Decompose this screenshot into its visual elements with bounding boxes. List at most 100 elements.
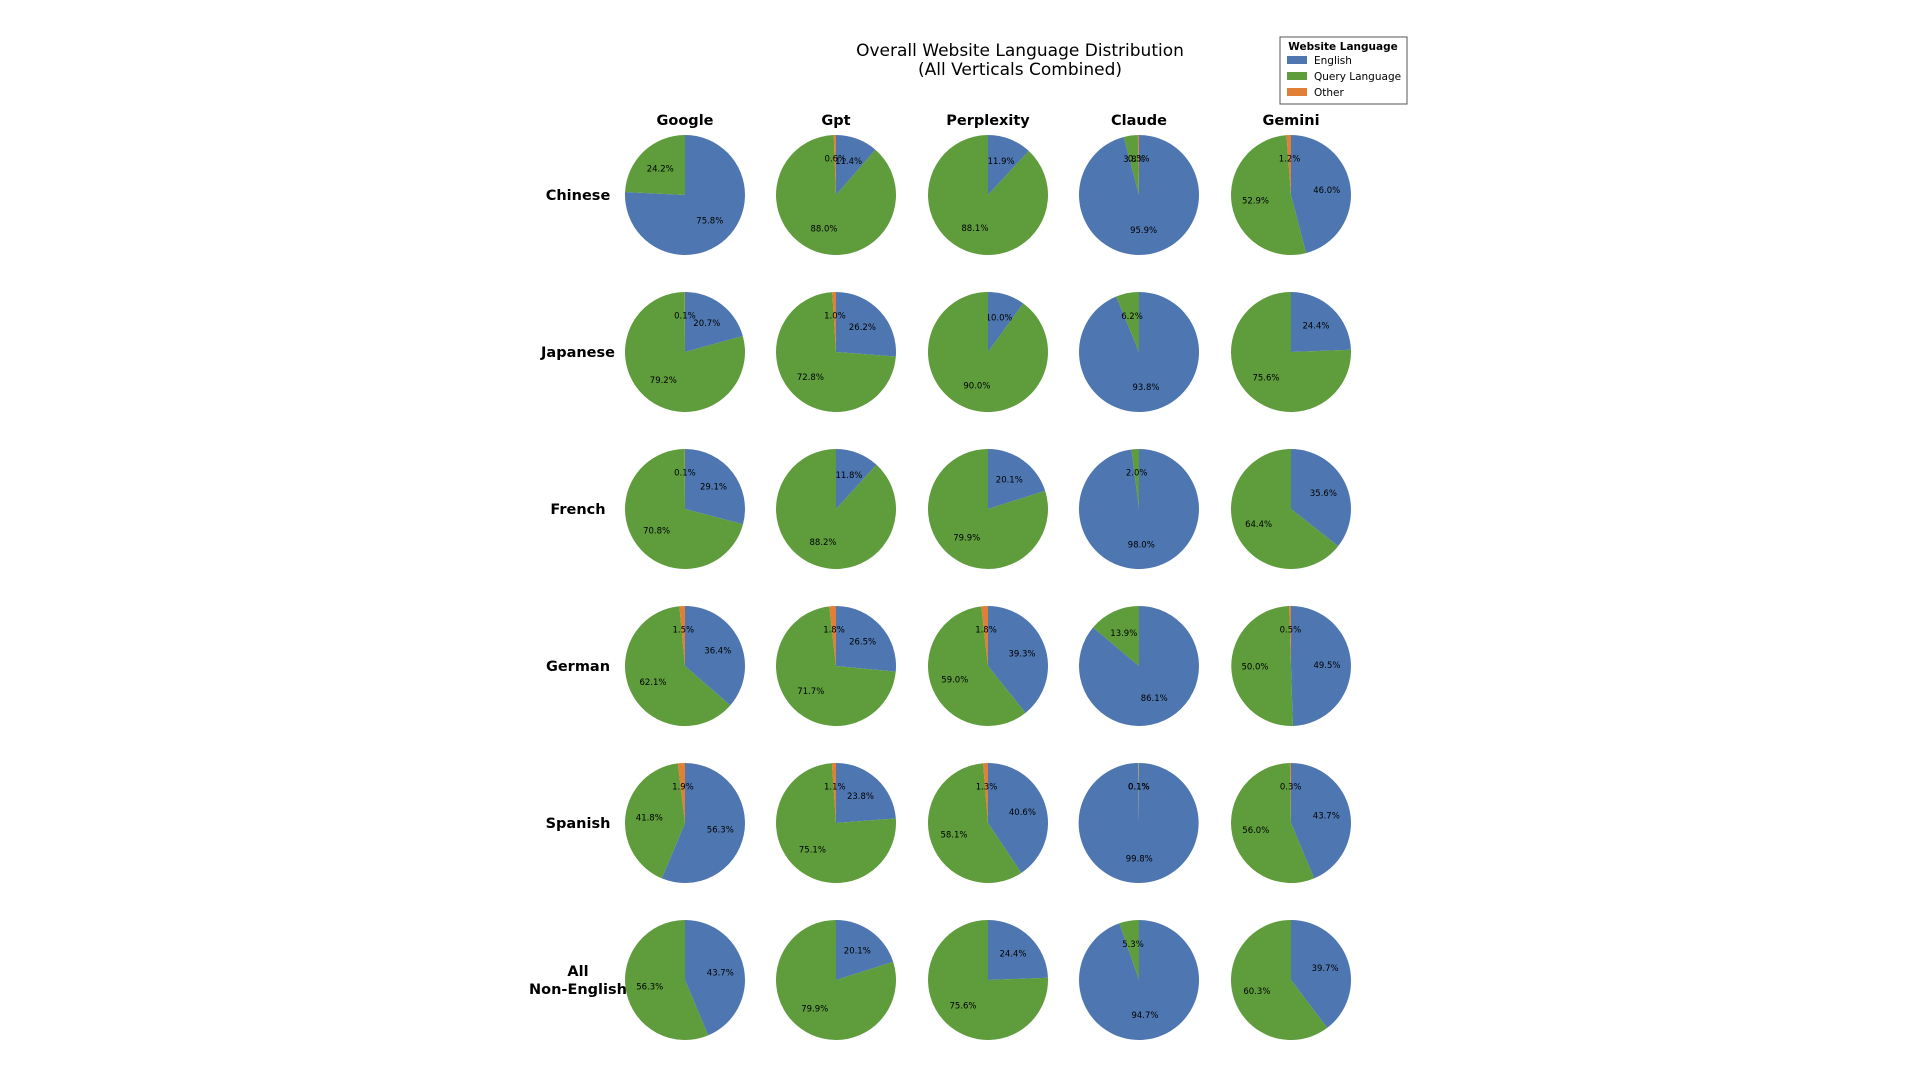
pie-label-french-claude-english: 98.0% — [1128, 540, 1155, 550]
row-label-german: German — [546, 659, 610, 675]
column-label-gemini: Gemini — [1262, 113, 1319, 129]
column-label-perplexity: Perplexity — [946, 113, 1030, 129]
pie-label-spanish-gemini-english: 43.7% — [1313, 811, 1340, 821]
pie-japanese-claude: 93.8% 6.2% — [1079, 292, 1200, 413]
pie-label-chinese-google-english: 75.8% — [696, 217, 723, 227]
pie-label-french-gemini-query-language: 64.4% — [1245, 520, 1272, 530]
pie-spanish-gemini: 43.7% 56.0% 0.3% — [1231, 763, 1352, 883]
row-labels: Chinese Japanese French German Spanish All Non… — [529, 188, 627, 998]
pie-slice-french-perplexity-query-language — [928, 449, 1049, 570]
pie-label-spanish-perplexity-other: 1.3% — [976, 783, 998, 793]
pie-slice-all-non-english-google-english — [685, 920, 746, 1036]
pie-slice-german-google-query-language — [625, 606, 731, 727]
pie-label-all-non-english-google-query-language: 56.3% — [636, 983, 663, 993]
pie-label-japanese-claude-query-language: 6.2% — [1121, 312, 1143, 322]
pie-slice-french-google-english — [685, 449, 746, 525]
pie-spanish-claude: 99.8%0.1%0.1% — [1078, 762, 1199, 883]
row-label-chinese: Chinese — [546, 188, 611, 204]
pie-label-spanish-gemini-query-language: 56.0% — [1242, 826, 1269, 836]
pie-slice-chinese-gemini-other — [1286, 135, 1291, 195]
pie-label-chinese-gemini-query-language: 52.9% — [1242, 196, 1269, 206]
pie-label-japanese-google-english: 20.7% — [693, 319, 720, 329]
pie-label-german-claude-english: 86.1% — [1141, 694, 1168, 704]
pie-german-claude: 86.1% 13.9% — [1078, 606, 1199, 726]
pie-label-chinese-claude-english: 95.9% — [1130, 226, 1157, 236]
pie-slice-spanish-gemini-other — [1289, 763, 1291, 823]
pie-slice-chinese-claude-query-language — [1123, 135, 1139, 195]
pie-label-german-perplexity-query-language: 59.0% — [941, 675, 968, 685]
pie-label-japanese-google-query-language: 79.2% — [650, 376, 677, 386]
pie-slice-spanish-gpt-english — [836, 763, 896, 823]
pie-label-chinese-perplexity-english: 11.9% — [988, 157, 1015, 167]
pie-label-japanese-gpt-query-language: 72.8% — [797, 373, 824, 383]
pie-slice-chinese-gpt-query-language — [776, 135, 897, 255]
pie-label-french-google-english: 29.1% — [700, 483, 727, 493]
row-label-french: French — [550, 502, 605, 518]
pie-label-german-google-other: 1.5% — [672, 626, 694, 636]
pie-label-chinese-claude-other: 0.3% — [1128, 155, 1150, 165]
pie-slice-japanese-gemini-english — [1291, 292, 1351, 352]
pie-german-gpt: 26.5% 71.7% 1.8% — [775, 606, 896, 726]
pie-label-japanese-gpt-english: 26.2% — [849, 323, 876, 333]
pie-label-german-perplexity-other: 1.8% — [975, 626, 997, 636]
pie-slice-japanese-claude-query-language — [1116, 292, 1139, 352]
pie-slice-spanish-claude-english — [1078, 763, 1199, 883]
pie-label-german-google-english: 36.4% — [704, 647, 731, 657]
row-label-all-non-english-line-1: All — [567, 964, 588, 980]
pie-slice-japanese-claude-english — [1079, 292, 1200, 413]
pie-label-all-non-english-gpt-query-language: 79.9% — [801, 1005, 828, 1015]
pie-label-japanese-perplexity-query-language: 90.0% — [963, 382, 990, 392]
pie-slice-spanish-gemini-english — [1291, 763, 1352, 879]
pie-label-spanish-google-english: 56.3% — [707, 826, 734, 836]
chart-title-line-2: (All Verticals Combined) — [918, 60, 1122, 80]
pie-label-all-non-english-claude-english: 94.7% — [1131, 1011, 1158, 1021]
pie-slice-japanese-google-query-language — [624, 292, 745, 412]
legend-swatch-query-language — [1287, 72, 1307, 80]
pie-german-gemini: 49.5% 50.0% 0.5% — [1231, 606, 1351, 726]
pie-label-chinese-gemini-other: 1.2% — [1279, 155, 1301, 165]
pie-slice-french-gpt-query-language — [775, 449, 896, 569]
pie-label-spanish-gpt-query-language: 75.1% — [799, 846, 826, 856]
pie-slice-german-gpt-english — [836, 606, 896, 672]
column-label-google: Google — [656, 113, 713, 129]
pie-slice-spanish-gpt-query-language — [776, 763, 897, 883]
pie-slice-all-non-english-perplexity-english — [988, 920, 1048, 980]
pie-label-chinese-perplexity-query-language: 88.1% — [961, 224, 988, 234]
pie-label-french-perplexity-english: 20.1% — [996, 475, 1023, 485]
pie-label-chinese-gpt-other: 0.6% — [824, 155, 846, 165]
pie-label-japanese-google-other: 0.1% — [674, 312, 696, 322]
pie-slice-spanish-google-other — [677, 763, 685, 823]
pie-label-german-gemini-english: 49.5% — [1313, 661, 1340, 671]
pie-label-all-non-english-gemini-query-language: 60.3% — [1243, 987, 1270, 997]
legend: Website Language English Query Language … — [1279, 36, 1408, 105]
pie-label-french-gemini-english: 35.6% — [1310, 489, 1337, 499]
pie-chinese-perplexity: 11.9% 88.1% — [928, 135, 1049, 256]
pie-label-all-non-english-gpt-english: 20.1% — [844, 946, 871, 956]
pie-german-google: 36.4% 62.1% 1.5% — [625, 606, 746, 727]
pie-label-spanish-claude-query-language: 0.1% — [1128, 783, 1150, 793]
pie-label-spanish-claude-english: 99.8% — [1126, 855, 1153, 865]
legend-swatch-english — [1287, 56, 1307, 64]
pie-slice-all-non-english-gpt-english — [836, 920, 894, 980]
pie-label-german-gpt-other: 1.8% — [823, 626, 845, 636]
pie-slice-chinese-google-query-language — [625, 135, 685, 195]
pie-german-perplexity: 39.3% 59.0% 1.8% — [927, 606, 1048, 726]
legend-entry-query-language: Query Language — [1314, 71, 1401, 83]
pie-label-all-non-english-gemini-english: 39.7% — [1312, 964, 1339, 974]
pie-label-japanese-gpt-other: 1.0% — [824, 312, 846, 322]
pie-slice-german-gemini-other — [1289, 606, 1291, 666]
pie-japanese-gemini: 24.4% 75.6% — [1231, 292, 1352, 413]
column-label-gpt: Gpt — [821, 113, 850, 129]
pie-slice-spanish-google-english — [661, 763, 745, 883]
pie-spanish-gpt: 23.8% 75.1% 1.1% — [776, 763, 897, 883]
pie-label-spanish-perplexity-english: 40.6% — [1009, 808, 1036, 818]
row-label-all-non-english-line-2: Non-English — [529, 982, 627, 998]
pie-label-french-gpt-query-language: 88.2% — [809, 538, 836, 548]
pie-all-non-english-gpt: 20.1% 79.9% — [776, 920, 897, 1041]
pie-slice-spanish-google-query-language — [625, 763, 685, 879]
pie-label-german-gpt-english: 26.5% — [849, 637, 876, 647]
pies: 75.8% 24.2% 11.4% 88.0% 0.6% 11.9% 88.1% 95.9% 3… — [624, 134, 1352, 1041]
pie-all-non-english-google: 43.7% 56.3% — [625, 920, 746, 1040]
pie-chinese-claude: 95.9% 3.8%0.3% — [1078, 135, 1199, 256]
